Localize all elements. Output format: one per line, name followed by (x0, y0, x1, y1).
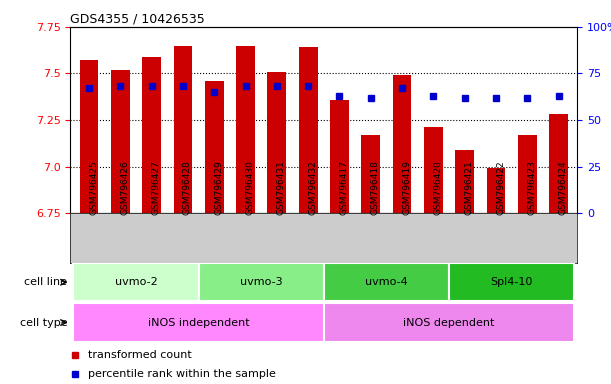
Text: GSM796431: GSM796431 (277, 160, 286, 215)
Text: cell type: cell type (20, 318, 67, 328)
Bar (111, 70, 130, 213)
Text: GSM796430: GSM796430 (246, 160, 255, 215)
Bar (518, 135, 536, 213)
Bar (268, 71, 287, 213)
Bar (324, 303, 574, 342)
Bar (449, 263, 574, 301)
Text: Spl4-10: Spl4-10 (491, 277, 533, 287)
Bar (455, 150, 474, 213)
Bar (73, 263, 199, 301)
Bar (199, 263, 324, 301)
Text: uvmo-4: uvmo-4 (365, 277, 408, 287)
Bar (205, 81, 224, 213)
Text: GSM796417: GSM796417 (340, 160, 348, 215)
Text: uvmo-2: uvmo-2 (115, 277, 158, 287)
Bar (324, 263, 449, 301)
Text: GDS4355 / 10426535: GDS4355 / 10426535 (70, 13, 205, 26)
Bar (393, 75, 411, 213)
Text: GSM796418: GSM796418 (371, 160, 380, 215)
Text: GSM796426: GSM796426 (120, 160, 130, 215)
Text: GSM796420: GSM796420 (433, 160, 442, 215)
Bar (142, 57, 161, 213)
Text: GSM796423: GSM796423 (527, 160, 536, 215)
Bar (299, 47, 318, 213)
Bar (549, 114, 568, 213)
Text: GSM796429: GSM796429 (214, 160, 223, 215)
Bar (79, 60, 98, 213)
Text: GSM796432: GSM796432 (308, 160, 317, 215)
Text: GSM796419: GSM796419 (402, 160, 411, 215)
Bar (174, 46, 192, 213)
Text: GSM796427: GSM796427 (152, 160, 161, 215)
Bar (424, 127, 443, 213)
Text: transformed count: transformed count (88, 350, 192, 360)
Text: GSM796424: GSM796424 (558, 160, 568, 215)
Bar (361, 135, 380, 213)
Bar (486, 169, 505, 213)
Bar (73, 303, 324, 342)
Text: cell line: cell line (24, 277, 67, 287)
Text: GSM796428: GSM796428 (183, 160, 192, 215)
Text: iNOS dependent: iNOS dependent (403, 318, 495, 328)
Bar (236, 46, 255, 213)
Text: iNOS independent: iNOS independent (148, 318, 249, 328)
Text: GSM796425: GSM796425 (89, 160, 98, 215)
Text: GSM796421: GSM796421 (465, 160, 474, 215)
Bar (330, 99, 349, 213)
Text: uvmo-3: uvmo-3 (240, 277, 282, 287)
Text: percentile rank within the sample: percentile rank within the sample (88, 369, 276, 379)
Text: GSM796422: GSM796422 (496, 160, 505, 215)
